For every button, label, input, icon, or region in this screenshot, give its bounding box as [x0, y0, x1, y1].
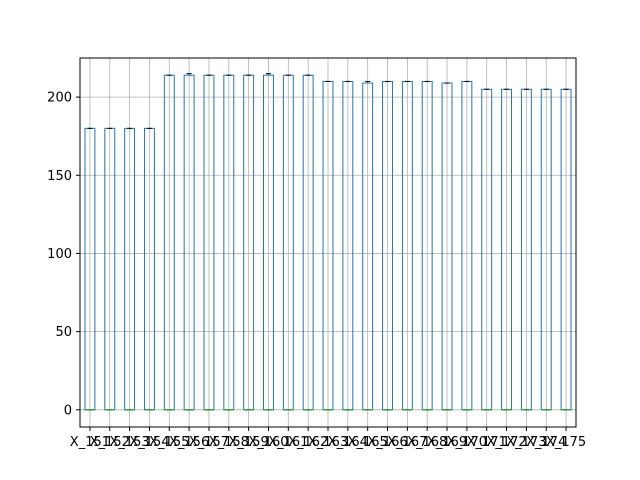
- box-X_152: [104, 127, 116, 411]
- x-tick-label: X_166: [367, 435, 407, 450]
- y-axis-ticks: 0 50 100 150 200: [47, 91, 80, 418]
- x-tick-label: X_164: [328, 435, 368, 450]
- box-X_157: [203, 74, 215, 411]
- box-X_156: [183, 73, 195, 411]
- x-tick-label: X_167: [387, 435, 427, 450]
- x-tick-label: X_175: [546, 435, 586, 450]
- box-X_160: [263, 73, 274, 411]
- x-tick-label: X_152: [90, 435, 130, 450]
- x-tick-label: X_162: [288, 435, 328, 450]
- box-X_174: [540, 88, 552, 411]
- y-tick-label: 0: [64, 403, 72, 418]
- x-tick-label: X_174: [526, 435, 566, 450]
- box-X_162: [302, 74, 314, 411]
- gridlines: [80, 58, 576, 427]
- x-tick-label: X_165: [348, 435, 388, 450]
- x-tick-label: X_173: [506, 435, 546, 450]
- y-tick-label: 200: [47, 91, 72, 106]
- y-tick-label: 150: [47, 169, 72, 184]
- x-tick-label: X_161: [268, 435, 308, 450]
- x-tick-label: X_155: [149, 435, 189, 450]
- y-tick-label: 100: [47, 247, 72, 262]
- x-tick-label: X_158: [209, 435, 249, 450]
- x-tick-label: X_153: [109, 435, 149, 450]
- box-X_155: [163, 74, 175, 411]
- box-X_169: [441, 82, 453, 411]
- box-X_161: [282, 74, 294, 411]
- box-X_173: [520, 88, 532, 411]
- box-X_159: [243, 74, 255, 411]
- box-X_175: [560, 88, 572, 411]
- y-tick-label: 50: [55, 325, 72, 340]
- x-tick-label: X_163: [308, 435, 348, 450]
- box-X_170: [461, 80, 473, 411]
- box-X_164: [342, 80, 354, 411]
- box-X_151: [84, 127, 96, 411]
- box-X_158: [223, 74, 235, 411]
- x-tick-label: X_154: [129, 435, 169, 450]
- x-tick-label: X_159: [229, 435, 269, 450]
- box-X_171: [481, 88, 493, 411]
- box-X_168: [421, 80, 433, 411]
- box-X_172: [501, 88, 513, 411]
- x-tick-label: X_151: [70, 435, 110, 450]
- box-X_163: [322, 80, 334, 411]
- x-tick-label: X_157: [189, 435, 229, 450]
- x-tick-label: X_160: [248, 435, 288, 450]
- box-X_167: [401, 80, 413, 411]
- x-axis-ticks: X_151X_152X_153X_154X_155X_156X_157X_158…: [70, 427, 586, 450]
- box-X_166: [382, 80, 393, 411]
- box-X_154: [143, 127, 155, 411]
- box-X_153: [124, 127, 136, 411]
- x-tick-label: X_172: [486, 435, 526, 450]
- x-tick-label: X_170: [447, 435, 487, 450]
- x-tick-label: X_156: [169, 435, 209, 450]
- x-tick-label: X_169: [427, 435, 467, 450]
- box-X_165: [362, 80, 374, 411]
- x-tick-label: X_171: [467, 435, 507, 450]
- box-series: [84, 73, 572, 411]
- x-tick-label: X_168: [407, 435, 447, 450]
